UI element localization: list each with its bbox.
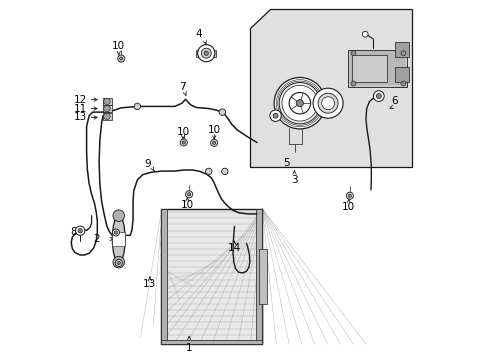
Bar (102, 98, 111, 105)
Circle shape (350, 81, 355, 86)
Circle shape (103, 113, 110, 120)
Circle shape (312, 88, 343, 118)
Text: 8: 8 (70, 227, 77, 237)
Bar (160, 340, 262, 344)
Bar (112, 232, 125, 246)
Bar (351, 55, 386, 82)
Circle shape (362, 31, 367, 37)
Circle shape (296, 100, 303, 107)
Circle shape (205, 168, 212, 175)
Circle shape (321, 97, 334, 110)
Circle shape (113, 256, 124, 268)
Circle shape (376, 94, 381, 99)
Circle shape (180, 139, 187, 146)
Circle shape (279, 82, 320, 124)
Circle shape (274, 77, 325, 129)
Circle shape (182, 141, 185, 144)
Circle shape (203, 51, 208, 55)
Text: 3: 3 (290, 175, 297, 185)
Text: 6: 6 (390, 96, 397, 107)
Circle shape (400, 81, 405, 86)
Text: 10: 10 (207, 125, 220, 135)
Circle shape (288, 93, 310, 114)
Circle shape (118, 55, 124, 62)
Circle shape (115, 259, 122, 266)
Text: 13: 13 (74, 112, 87, 122)
Bar (102, 113, 111, 120)
Circle shape (112, 229, 119, 236)
Circle shape (201, 48, 211, 58)
Circle shape (373, 91, 384, 102)
Polygon shape (249, 9, 411, 167)
Circle shape (269, 110, 281, 121)
Circle shape (103, 105, 110, 112)
Circle shape (78, 229, 82, 233)
Bar (394, 42, 408, 57)
Circle shape (117, 261, 120, 265)
Circle shape (120, 57, 122, 60)
Bar (255, 208, 262, 344)
Text: 2: 2 (93, 234, 100, 244)
Text: 5: 5 (283, 158, 289, 168)
Bar (394, 67, 408, 82)
Bar (160, 208, 262, 344)
Text: 10: 10 (112, 41, 125, 51)
Circle shape (197, 45, 214, 62)
Circle shape (317, 93, 337, 113)
Text: 12: 12 (74, 95, 87, 105)
Text: 4: 4 (195, 28, 202, 39)
Text: 10: 10 (176, 127, 189, 137)
Text: 9: 9 (144, 159, 151, 169)
Circle shape (185, 191, 192, 198)
Bar (349, 51, 405, 85)
Ellipse shape (112, 216, 125, 262)
Circle shape (400, 51, 405, 56)
Circle shape (282, 85, 317, 121)
Bar (347, 50, 406, 87)
Circle shape (113, 210, 124, 221)
Circle shape (347, 194, 351, 197)
Text: 10: 10 (181, 200, 194, 210)
Circle shape (350, 51, 355, 56)
Bar (196, 50, 216, 57)
Text: 13: 13 (143, 279, 156, 289)
Text: 7: 7 (178, 82, 185, 92)
Circle shape (212, 141, 215, 144)
Circle shape (272, 113, 278, 118)
Circle shape (75, 226, 84, 235)
Circle shape (187, 193, 190, 196)
Circle shape (210, 139, 217, 147)
Text: 14: 14 (227, 243, 241, 253)
Text: 11: 11 (74, 104, 87, 113)
Circle shape (221, 168, 227, 175)
Circle shape (114, 231, 117, 234)
Circle shape (346, 192, 353, 199)
Bar (258, 249, 266, 303)
Circle shape (219, 109, 225, 115)
Circle shape (134, 103, 140, 110)
Bar (160, 208, 262, 344)
Bar (160, 208, 166, 344)
Text: 10: 10 (342, 202, 355, 212)
Text: 1: 1 (185, 343, 192, 353)
Circle shape (103, 98, 110, 105)
Bar (102, 105, 111, 112)
